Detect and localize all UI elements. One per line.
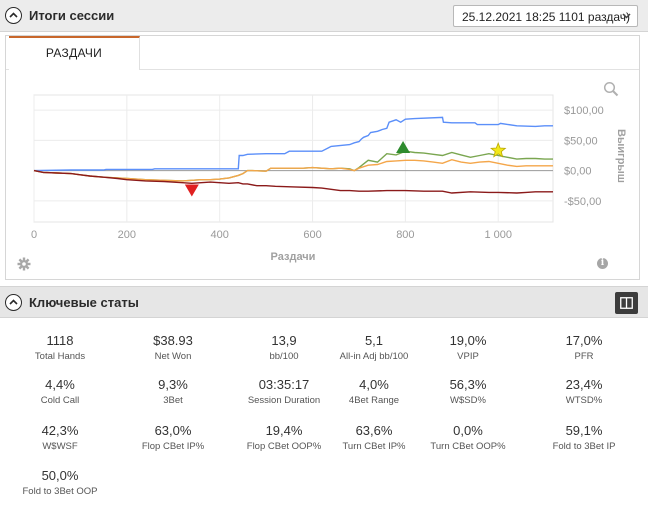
stat-item: 56,3% W$SD% [416, 377, 520, 406]
stat-item: 59,1% Fold to 3Bet IP [532, 423, 636, 452]
stat-label: Fold to 3Bet IP [552, 441, 616, 452]
stat-item: 19,0% VPIP [416, 333, 520, 362]
stat-item: 42,3% W$WSF [8, 423, 112, 452]
key-stats-title: Ключевые статы [29, 295, 139, 310]
stat-label: Turn CBet IP% [342, 441, 406, 452]
stat-value: $38.93 [153, 333, 193, 348]
x-tick-label: 1 000 [484, 229, 512, 241]
chart-series [33, 116, 553, 194]
columns-icon [620, 297, 633, 309]
chart-markers [184, 141, 507, 197]
x-tick-label: 400 [211, 229, 229, 241]
stat-item: 4,0% 4Bet Range [322, 377, 426, 406]
stat-label: Flop CBet IP% [141, 441, 205, 452]
y-tick-label: $50,00 [564, 135, 598, 147]
max-marker [396, 141, 411, 154]
stat-item: 1118 Total Hands [8, 333, 112, 362]
stat-value: 50,0% [41, 468, 79, 483]
x-tick-label: 200 [118, 229, 136, 241]
stat-item: 0,0% Turn CBet OOP% [416, 423, 520, 452]
stat-value: 9,3% [158, 377, 188, 392]
stat-label: Flop CBet OOP% [246, 441, 322, 452]
stat-value: 13,9 [271, 333, 297, 348]
stat-label: All-in Adj bb/100 [339, 351, 409, 362]
stat-value: 56,3% [449, 377, 487, 392]
stat-item: 4,4% Cold Call [8, 377, 112, 406]
stat-label: PFR [574, 351, 594, 362]
stat-label: 3Bet [163, 395, 183, 406]
stat-value: 63,6% [355, 423, 393, 438]
winnings-chart: 0 200 400 600 800 1 000 $100,00 $50,00 $0,00 -$50… [31, 94, 627, 263]
stat-label: Fold to 3Bet OOP [22, 486, 98, 497]
star-marker [490, 141, 507, 158]
zoom-icon[interactable] [603, 81, 619, 97]
y-tick-label: $100,00 [564, 105, 604, 117]
chevron-down-icon [622, 13, 631, 19]
stat-value: 23,4% [565, 377, 603, 392]
y-axis-title: Выигрыш [615, 129, 627, 183]
tab-hands[interactable]: РАЗДАЧИ [9, 36, 140, 70]
stat-item: 13,9 bb/100 [232, 333, 336, 362]
chart-ticks: 0 200 400 600 800 1 000 $100,00 $50,00 $0,00 -$50… [31, 105, 604, 241]
series-line-allin [33, 150, 553, 182]
stat-item: 50,0% Fold to 3Bet OOP [8, 468, 112, 497]
x-tick-label: 0 [31, 229, 37, 241]
x-axis-title: Раздачи [271, 251, 316, 263]
tab-strip: РАЗДАЧИ [6, 36, 639, 70]
collapse-up-icon[interactable] [5, 7, 22, 24]
stat-item: 03:35:17 Session Duration [232, 377, 336, 406]
stat-item: 5,1 All-in Adj bb/100 [322, 333, 426, 362]
stat-label: Cold Call [40, 395, 80, 406]
info-icon[interactable]: i [597, 258, 608, 269]
x-tick-label: 800 [396, 229, 414, 241]
stat-item: 23,4% WTSD% [532, 377, 636, 406]
stat-label: 4Bet Range [348, 395, 400, 406]
stat-value: 59,1% [565, 423, 603, 438]
stat-label: bb/100 [269, 351, 299, 362]
stat-value: 0,0% [453, 423, 483, 438]
stat-item: 17,0% PFR [532, 333, 636, 362]
session-summary-header: Итоги сессии 25.12.2021 18:25 1101 разда… [0, 0, 648, 32]
layout-toggle-button[interactable] [615, 292, 638, 314]
stat-value: 42,3% [41, 423, 79, 438]
stat-label: Turn CBet OOP% [430, 441, 506, 452]
stat-value: 19,4% [265, 423, 303, 438]
stat-label: Session Duration [247, 395, 321, 406]
stat-value: 17,0% [565, 333, 603, 348]
stat-value: 63,0% [154, 423, 192, 438]
chart-panel: РАЗДАЧИ [5, 35, 640, 280]
key-stats-header: Ключевые статы [0, 286, 648, 318]
session-summary-title: Итоги сессии [29, 8, 115, 23]
stat-label: Total Hands [34, 351, 86, 362]
stat-item: 9,3% 3Bet [121, 377, 225, 406]
stat-label: Net Won [154, 351, 192, 362]
session-select-value: 25.12.2021 18:25 1101 раздач) [462, 10, 631, 24]
series-line-net [33, 116, 553, 172]
chart-grid [33, 94, 554, 223]
stat-item: 63,6% Turn CBet IP% [322, 423, 426, 452]
stat-label: W$SD% [450, 395, 486, 406]
stat-value: 4,0% [359, 377, 389, 392]
series-line-nonsd [33, 169, 553, 194]
y-tick-label: -$50,00 [564, 196, 601, 208]
plot-frame [33, 94, 554, 223]
y-tick-label: $0,00 [564, 166, 592, 178]
stat-label: VPIP [457, 351, 479, 362]
series-line-showdown [33, 158, 553, 182]
collapse-up-icon[interactable] [5, 294, 22, 311]
x-tick-label: 600 [303, 229, 321, 241]
stat-item: 19,4% Flop CBet OOP% [232, 423, 336, 452]
stat-label: W$WSF [42, 441, 78, 452]
stat-value: 03:35:17 [258, 377, 310, 392]
stat-value: 1118 [46, 333, 74, 348]
stat-label: WTSD% [565, 395, 603, 406]
stat-value: 4,4% [45, 377, 75, 392]
session-select[interactable]: 25.12.2021 18:25 1101 раздач) [453, 5, 638, 27]
stat-item: 63,0% Flop CBet IP% [121, 423, 225, 452]
stat-value: 19,0% [449, 333, 487, 348]
stat-item: $38.93 Net Won [121, 333, 225, 362]
stat-value: 5,1 [364, 333, 384, 348]
gear-icon[interactable] [17, 257, 31, 271]
min-marker [184, 184, 199, 197]
